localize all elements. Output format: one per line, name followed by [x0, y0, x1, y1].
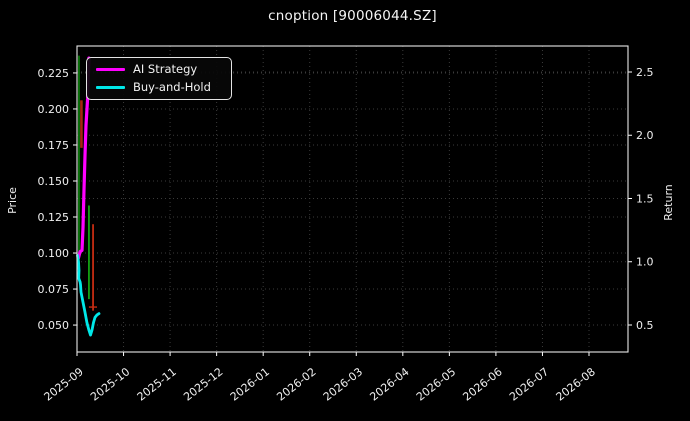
plot-frame — [76, 45, 629, 353]
left-tick-label: 0.200 — [38, 103, 70, 116]
legend-label: AI Strategy — [133, 62, 198, 76]
x-tick-label: 2025-11 — [135, 365, 179, 404]
chart-title: cnoption [90006044.SZ] — [268, 8, 437, 24]
x-tick-label: 2026-02 — [274, 365, 318, 404]
x-tick-label: 2026-04 — [367, 365, 411, 404]
right-tick-label: 1.5 — [636, 192, 654, 205]
x-tick-label: 2026-03 — [321, 365, 365, 404]
x-tick-label: 2026-06 — [461, 365, 505, 404]
left-tick-label: 0.100 — [38, 247, 70, 260]
series-line-buy-and-hold — [76, 253, 101, 337]
legend-item-ai-strategy: AI Strategy — [96, 63, 223, 76]
buy-and-hold-line-icon — [96, 86, 125, 89]
left-tick-label: 0.150 — [38, 175, 70, 188]
x-tick-label: 2025-10 — [88, 365, 132, 404]
right-tick-label: 2.5 — [636, 66, 654, 79]
x-tick-label: 2025-12 — [181, 365, 225, 404]
right-tick-label: 2.0 — [636, 129, 654, 142]
x-tick-label: 2026-01 — [228, 365, 272, 404]
left-tick-label: 0.125 — [38, 211, 70, 224]
ai-strategy-line-icon — [96, 68, 125, 71]
right-tick-label: 1.0 — [636, 256, 654, 269]
left-tick-label: 0.050 — [38, 319, 70, 332]
legend: AI Strategy Buy-and-Hold — [86, 57, 232, 100]
x-tick-label: 2026-07 — [507, 365, 551, 404]
left-tick-label: 0.075 — [38, 283, 70, 296]
x-tick-label: 2026-05 — [414, 365, 458, 404]
x-tick-label: 2025-09 — [42, 365, 86, 404]
x-tick-label: 2026-08 — [554, 365, 598, 404]
right-tick-label: 0.5 — [636, 319, 654, 332]
left-tick-label: 0.225 — [38, 67, 70, 80]
left-tick-label: 0.175 — [38, 139, 70, 152]
legend-label: Buy-and-Hold — [133, 80, 211, 94]
legend-item-buy-and-hold: Buy-and-Hold — [96, 81, 223, 94]
